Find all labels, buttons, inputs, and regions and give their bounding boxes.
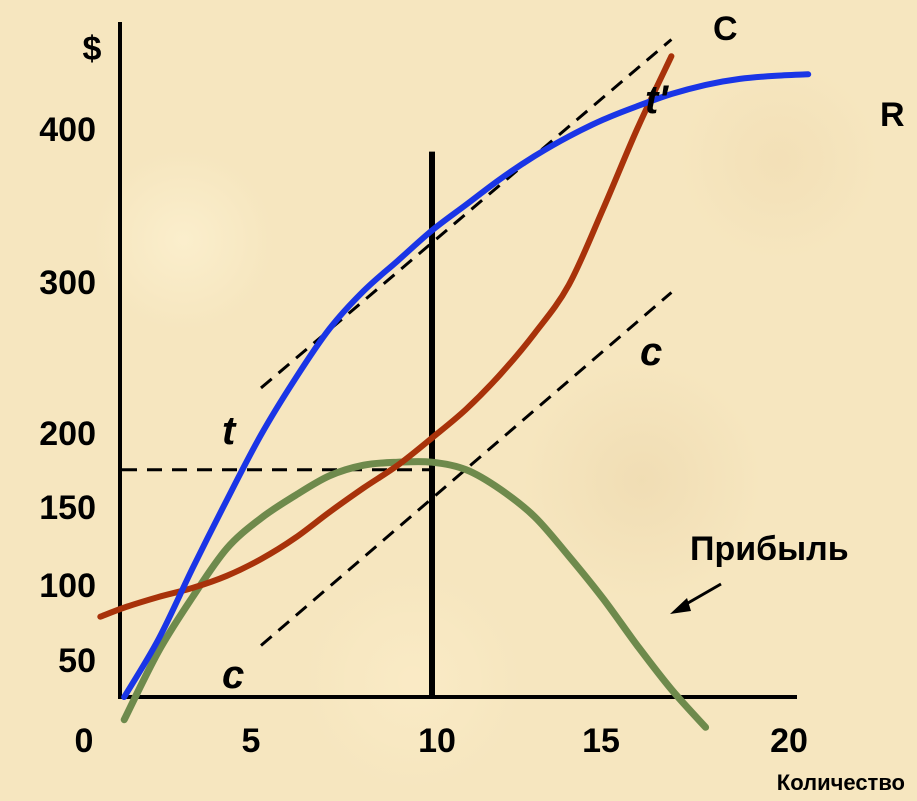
x-tick-5: 5 bbox=[242, 722, 261, 760]
y-axis-label: $ bbox=[83, 30, 102, 68]
y-tick-150: 150 bbox=[39, 489, 96, 527]
y-tick-100: 100 bbox=[39, 567, 96, 605]
cost-curve-c bbox=[97, 53, 675, 620]
revenue-curve-label: R bbox=[880, 96, 905, 134]
tangent-line-t bbox=[260, 38, 673, 390]
tangent-t-end-label: t' bbox=[645, 78, 669, 122]
y-tick-50: 50 bbox=[58, 642, 96, 680]
profit-arrow-head bbox=[670, 598, 691, 614]
tangent-t-start-label: t bbox=[222, 409, 237, 453]
x-tick-20: 20 bbox=[770, 722, 808, 760]
tangent-c-start-label: c bbox=[222, 653, 244, 697]
x-tick-15: 15 bbox=[582, 722, 620, 760]
revenue-curve-r bbox=[121, 71, 812, 700]
y-tick-400: 400 bbox=[39, 111, 96, 149]
profit-curve bbox=[120, 457, 710, 731]
x-tick-10: 10 bbox=[418, 722, 456, 760]
y-tick-300: 300 bbox=[39, 264, 96, 302]
profit-curve-label: Прибыль bbox=[690, 530, 849, 568]
x-tick-0: 0 bbox=[75, 722, 94, 760]
tangent-c-end-label: c bbox=[640, 330, 662, 374]
cost-curve-label: C bbox=[713, 10, 738, 48]
x-axis-label: Количество bbox=[777, 770, 905, 795]
y-tick-200: 200 bbox=[39, 415, 96, 453]
